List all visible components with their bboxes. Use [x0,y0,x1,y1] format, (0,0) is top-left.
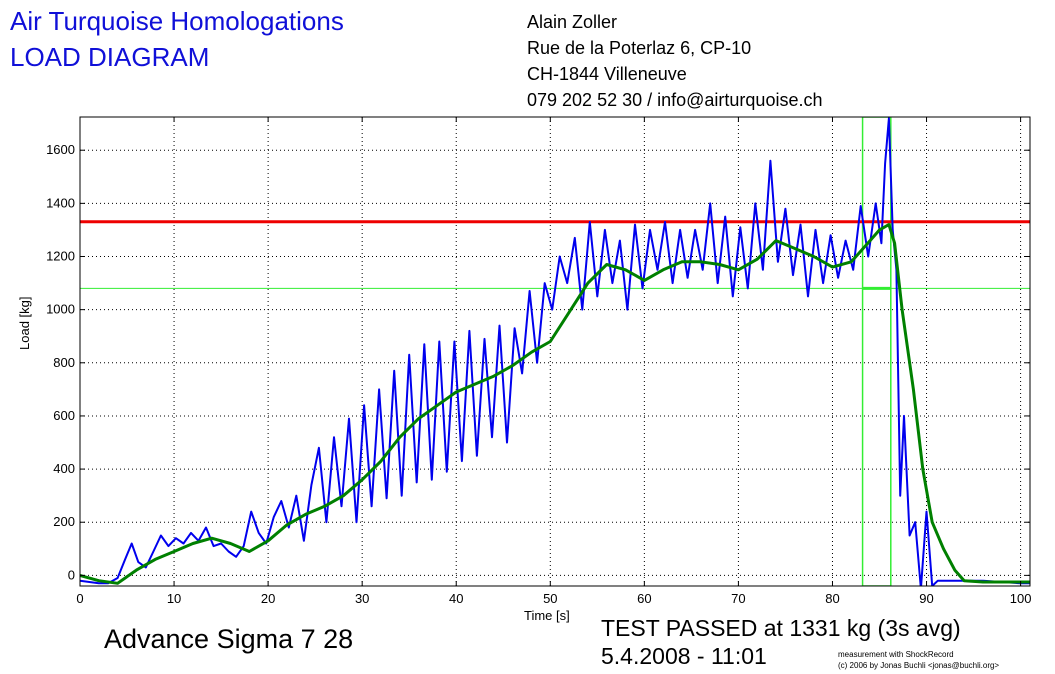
axis-ticks: 0 10 20 30 40 50 60 70 80 90 100020040060080010001… [46,117,1031,606]
series-lines [80,117,1030,586]
credit-line2: (c) 2006 by Jonas Buchli <jonas@buchli.o… [838,661,1000,670]
raw-load-series-line [80,117,1030,586]
x-tick-label: 60 [637,591,651,606]
y-tick-label: 1000 [46,302,75,317]
x-axis-label: Time [s] [524,608,570,623]
y-tick-label: 1200 [46,249,75,264]
credit-line1: measurement with ShockRecord [838,650,954,659]
window-box [861,117,892,586]
chart-title-line1: Air Turquoise Homologations [10,6,344,36]
avg-load-series-line [80,223,1030,585]
x-tick-label: 0 [76,591,83,606]
plot-frame [79,116,1031,587]
x-tick-label: 20 [261,591,275,606]
y-tick-label: 0 [68,567,75,582]
x-tick-label: 30 [355,591,369,606]
glider-name: Advance Sigma 7 28 [104,624,354,654]
y-tick-label: 600 [53,408,75,423]
x-tick-label: 100 [1010,591,1032,606]
plot-background [80,117,1030,586]
y-tick-label: 200 [53,514,75,529]
address-city: CH-1844 Villeneuve [527,64,687,84]
x-tick-label: 90 [919,591,933,606]
y-axis-label: Load [kg] [17,296,32,351]
test-result-date: 5.4.2008 - 11:01 [601,643,767,669]
test-result-line1: TEST PASSED at 1331 kg (3s avg) [601,615,961,641]
address-block: Alain Zoller Rue de la Poterlaz 6, CP-10… [527,9,822,113]
address-contact: 079 202 52 30 / info@airturquoise.ch [527,90,823,110]
test-result: TEST PASSED at 1331 kg (3s avg) 5.4.2008… [601,614,961,670]
credit-block: measurement with ShockRecord (c) 2006 by… [838,649,999,671]
y-tick-label: 800 [53,355,75,370]
chart-title-line2: LOAD DIAGRAM [10,42,210,72]
y-tick-label: 1600 [46,142,75,157]
address-name: Alain Zoller [527,12,618,32]
y-tick-label: 400 [53,461,75,476]
y-tick-label: 1400 [46,195,75,210]
address-street: Rue de la Poterlaz 6, CP-10 [527,38,752,58]
x-tick-label: 50 [543,591,557,606]
x-tick-label: 70 [731,591,745,606]
x-tick-label: 40 [449,591,463,606]
x-tick-label: 10 [167,591,181,606]
x-tick-label: 80 [825,591,839,606]
